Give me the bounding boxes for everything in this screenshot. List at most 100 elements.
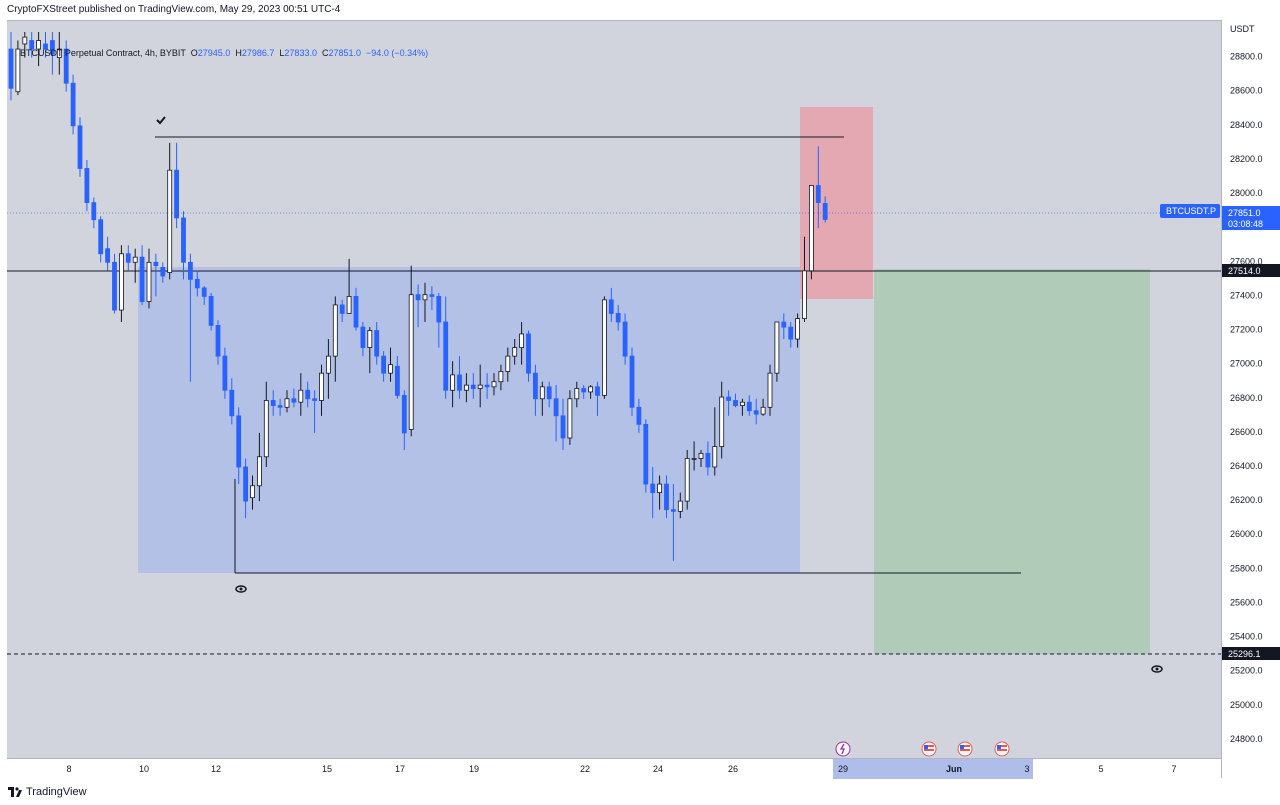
tradingview-logo-icon [8, 787, 22, 797]
price-tick-label: 26800.0 [1230, 393, 1263, 403]
candle-body [181, 217, 186, 263]
candle-body [740, 401, 745, 406]
symbol-legend[interactable]: BTCUSDT Perpetual Contract, 4h, BYBIT O2… [20, 48, 429, 58]
candle-body [815, 185, 821, 203]
candle-body [305, 389, 311, 400]
eye-icon[interactable] [235, 585, 247, 593]
entry-price-badge[interactable] [1222, 264, 1280, 277]
price-axis-canvas[interactable]: USDT 28800.0 28600.0 28400.0 28200.0 28000.0… [1222, 20, 1280, 778]
candle-body [595, 386, 600, 396]
candle-body [463, 384, 469, 391]
candle-body [325, 355, 331, 374]
candle-body [84, 168, 90, 203]
price-tick-label: 28200.0 [1230, 154, 1263, 164]
candle-body [567, 398, 573, 439]
candle-body [671, 509, 676, 512]
time-tick-label: 26 [728, 764, 738, 774]
candle-body [8, 48, 14, 89]
candlestick-series [8, 32, 828, 561]
tradingview-logo[interactable]: TradingView [8, 786, 87, 798]
countdown-label: 03:08:48 [1228, 219, 1263, 229]
candle-body [298, 389, 304, 403]
check-mark-icon[interactable] [156, 116, 166, 125]
target-price-badge[interactable] [1222, 647, 1280, 660]
chart-pane[interactable]: BTCUSDT Perpetual Contract, 4h, BYBIT O2… [7, 20, 1221, 779]
candle-body [608, 299, 614, 314]
eye-icon[interactable] [1151, 665, 1163, 673]
price-tick-label: 28800.0 [1230, 52, 1263, 62]
candle-body [588, 386, 593, 393]
time-tick-label: Jun [946, 764, 962, 774]
candle-body [505, 355, 511, 372]
candle-body [256, 456, 262, 487]
candle-body [194, 278, 200, 289]
candle-body [519, 333, 524, 348]
target-price-label: 25296.1 [1228, 649, 1261, 659]
us-flag-event-icon[interactable] [994, 741, 1010, 757]
price-tick-label: 28400.0 [1230, 120, 1263, 130]
time-axis[interactable]: 8 10 12 15 17 19 22 24 26 29 Jun 3 5 7 [7, 758, 1221, 779]
candle-body [746, 401, 752, 412]
candle-body [105, 248, 110, 263]
legend-low: 27833.0 [284, 48, 317, 58]
lightning-event-icon[interactable] [835, 741, 851, 757]
us-flag-event-icon[interactable] [921, 741, 937, 757]
candle-body [29, 40, 35, 50]
candle-body [70, 82, 76, 127]
candle-body [512, 347, 518, 357]
publisher-bar: CryptoFXStreet published on TradingView.… [0, 0, 1280, 20]
candle-body [602, 299, 607, 396]
price-tick-label: 26400.0 [1230, 461, 1263, 471]
candle-body [802, 270, 807, 319]
candle-body [132, 256, 138, 263]
symbol-price-tag-label: BTCUSDT.P [1166, 206, 1216, 216]
candle-body [360, 326, 366, 348]
candle-body [415, 294, 421, 301]
candle-body [533, 372, 538, 400]
price-tick-labels: 28800.028600.028400.028200.028000.027800… [1230, 52, 1263, 744]
candle-body [526, 333, 531, 374]
price-tick-label: 27000.0 [1230, 359, 1263, 369]
candle-body [36, 40, 42, 50]
chart-canvas[interactable] [7, 21, 1221, 759]
candle-body [581, 388, 587, 393]
candle-body [615, 313, 621, 323]
candle-body [160, 267, 166, 277]
candle-body [401, 394, 407, 434]
candle-body [719, 396, 725, 447]
range-box[interactable] [138, 267, 800, 573]
candle-body [622, 321, 628, 357]
take-profit-zone[interactable] [874, 269, 1150, 654]
current-price-badge[interactable] [1222, 206, 1280, 230]
time-tick-label: 7 [1171, 764, 1176, 774]
candle-body [795, 318, 800, 340]
symbol-price-tag[interactable]: BTCUSDT.P [1160, 204, 1220, 218]
candle-body [422, 294, 428, 301]
candle-body [291, 398, 297, 403]
candle-body [346, 296, 352, 314]
candle-body [767, 372, 773, 408]
candle-body [574, 388, 580, 400]
price-tick-label: 25200.0 [1230, 666, 1263, 676]
time-tick-label: 29 [838, 764, 848, 774]
candle-body [139, 256, 145, 302]
candle-body [270, 400, 276, 406]
candle-body [167, 169, 173, 273]
candle-body [229, 389, 235, 417]
candle-body [429, 294, 435, 297]
us-flag-event-icon[interactable] [957, 741, 973, 757]
candle-body [664, 483, 669, 511]
time-axis-canvas[interactable]: 8 10 12 15 17 19 22 24 26 29 Jun 3 5 7 [7, 759, 1221, 779]
time-tick-label: 19 [469, 764, 479, 774]
candle-body [470, 384, 476, 389]
candle-body [312, 398, 318, 401]
candle-body [788, 326, 794, 340]
candle-body [222, 355, 228, 391]
candle-body [277, 405, 283, 408]
candle-body [650, 483, 656, 493]
candle-body [63, 48, 69, 84]
price-tick-label: 27200.0 [1230, 325, 1263, 335]
price-axis[interactable]: USDT 28800.0 28600.0 28400.0 28200.0 28000.0… [1221, 20, 1280, 778]
candle-body [374, 330, 380, 357]
candle-body [774, 321, 780, 374]
